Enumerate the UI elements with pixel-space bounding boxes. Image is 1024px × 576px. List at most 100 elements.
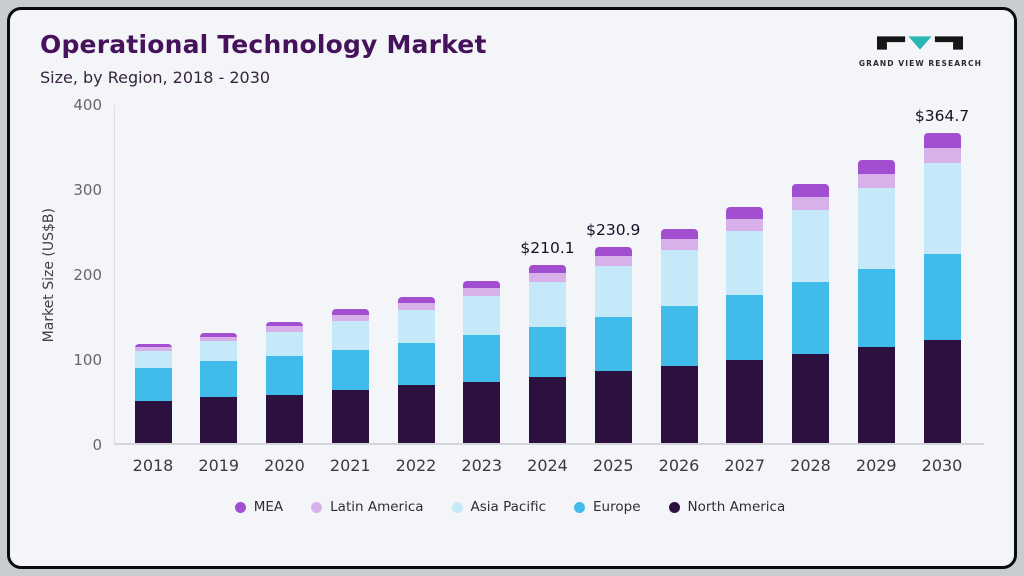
bar-group-2024: $210.1 2024 bbox=[518, 105, 578, 475]
bar-stack bbox=[200, 332, 238, 443]
segment-europe bbox=[463, 335, 501, 382]
segment-europe bbox=[857, 268, 895, 347]
bar-stack bbox=[266, 321, 303, 443]
segment-latin-america bbox=[529, 272, 566, 282]
bar-stack bbox=[594, 246, 632, 443]
segment-europe bbox=[792, 282, 829, 354]
brand-logo: GRAND VIEW RESEARCH bbox=[859, 34, 982, 68]
y-tick-label: 0 bbox=[92, 436, 102, 454]
segment-north-america bbox=[200, 397, 238, 443]
segment-asia-pacific bbox=[660, 250, 698, 307]
segment-latin-america bbox=[463, 288, 501, 296]
bar-group-2028: 2028 bbox=[781, 105, 841, 475]
segment-asia-pacific bbox=[726, 231, 764, 296]
legend-item-asia-pacific: Asia Pacific bbox=[451, 499, 546, 515]
chart-card: Operational Technology Market Size, by R… bbox=[7, 7, 1017, 569]
segment-asia-pacific bbox=[529, 281, 566, 327]
segment-europe bbox=[266, 356, 303, 395]
segment-north-america bbox=[397, 385, 435, 443]
segment-north-america bbox=[857, 347, 895, 443]
bar-stack bbox=[463, 281, 501, 443]
x-axis-label: 2021 bbox=[329, 456, 371, 475]
segment-latin-america bbox=[726, 219, 764, 232]
segment-latin-america bbox=[660, 239, 698, 251]
segment-latin-america bbox=[857, 174, 895, 189]
segment-europe bbox=[397, 342, 435, 386]
segment-mea bbox=[266, 321, 303, 327]
y-tick-label: 400 bbox=[73, 96, 102, 114]
chart: Market Size (US$B) 0 100 200 300 400 2018 201… bbox=[36, 96, 984, 475]
legend: MEA Latin America Asia Pacific Europe North … bbox=[36, 499, 984, 515]
x-axis-label: 2028 bbox=[790, 456, 831, 475]
bar-stack bbox=[529, 264, 566, 443]
bar-group-2023: 2023 bbox=[452, 105, 512, 475]
segment-europe bbox=[529, 326, 566, 377]
segment-latin-america bbox=[331, 314, 369, 321]
legend-label: North America bbox=[687, 499, 786, 515]
bar-stack bbox=[726, 207, 764, 443]
segment-europe bbox=[331, 349, 369, 391]
segment-europe bbox=[923, 254, 961, 341]
segment-asia-pacific bbox=[857, 188, 895, 269]
segment-mea bbox=[397, 296, 435, 303]
segment-europe bbox=[726, 295, 764, 360]
segment-europe bbox=[134, 368, 172, 401]
bar-stack bbox=[397, 296, 435, 443]
segment-mea bbox=[923, 133, 961, 149]
header-titles: Operational Technology Market Size, by R… bbox=[36, 26, 487, 87]
x-axis-label: 2029 bbox=[855, 456, 897, 475]
legend-dot bbox=[311, 501, 323, 513]
segment-mea bbox=[463, 281, 501, 289]
segment-latin-america bbox=[397, 302, 435, 310]
bar-value-label: $230.9 bbox=[586, 220, 641, 239]
bar-group-2020: 2020 bbox=[255, 105, 315, 475]
x-axis-label: 2025 bbox=[592, 456, 634, 475]
bar-group-2030: $364.7 2030 bbox=[912, 105, 972, 475]
bar-group-2019: 2019 bbox=[189, 105, 249, 475]
legend-label: Europe bbox=[593, 499, 641, 515]
segment-asia-pacific bbox=[923, 163, 961, 255]
segment-north-america bbox=[463, 381, 501, 443]
segment-asia-pacific bbox=[594, 266, 632, 318]
segment-mea bbox=[792, 184, 829, 197]
bar-stack bbox=[857, 160, 895, 443]
bar-stack bbox=[331, 309, 369, 443]
segment-north-america bbox=[660, 365, 698, 443]
x-axis-label: 2018 bbox=[132, 456, 174, 475]
x-axis-label: 2020 bbox=[264, 456, 305, 475]
legend-dot bbox=[234, 501, 246, 513]
segment-mea bbox=[331, 309, 369, 315]
legend-item-europe: Europe bbox=[574, 499, 641, 515]
legend-item-mea: MEA bbox=[234, 499, 283, 515]
bar-group-2026: 2026 bbox=[649, 105, 709, 475]
segment-asia-pacific bbox=[792, 210, 829, 283]
bar-group-2027: 2027 bbox=[715, 105, 775, 475]
segment-north-america bbox=[529, 376, 566, 443]
segment-europe bbox=[660, 306, 698, 366]
segment-north-america bbox=[266, 394, 303, 443]
segment-asia-pacific bbox=[331, 320, 369, 350]
segment-mea bbox=[134, 344, 172, 348]
segment-mea bbox=[529, 264, 566, 273]
segment-latin-america bbox=[134, 347, 172, 352]
grand-view-research-logo-icon bbox=[877, 36, 964, 50]
segment-europe bbox=[200, 361, 238, 398]
page-subtitle: Size, by Region, 2018 - 2030 bbox=[40, 68, 271, 87]
segment-asia-pacific bbox=[397, 309, 435, 343]
segment-latin-america bbox=[923, 148, 961, 164]
x-axis-label: 2027 bbox=[724, 456, 766, 475]
y-axis-label-wrap: Market Size (US$B) bbox=[36, 105, 62, 445]
segment-north-america bbox=[923, 340, 961, 443]
legend-item-north-america: North America bbox=[668, 499, 786, 515]
legend-dot bbox=[668, 501, 680, 513]
x-axis-label: 2019 bbox=[198, 456, 240, 475]
segment-north-america bbox=[726, 359, 764, 443]
page-title: Operational Technology Market bbox=[40, 30, 487, 59]
y-tick-label: 300 bbox=[73, 181, 102, 199]
x-axis-label: 2026 bbox=[658, 456, 700, 475]
bar-stack bbox=[923, 133, 961, 443]
bar-group-2021: 2021 bbox=[320, 105, 380, 475]
segment-north-america bbox=[594, 370, 632, 443]
y-axis-label: Market Size (US$B) bbox=[41, 207, 57, 343]
bar-group-2025: $230.9 2025 bbox=[583, 105, 643, 475]
